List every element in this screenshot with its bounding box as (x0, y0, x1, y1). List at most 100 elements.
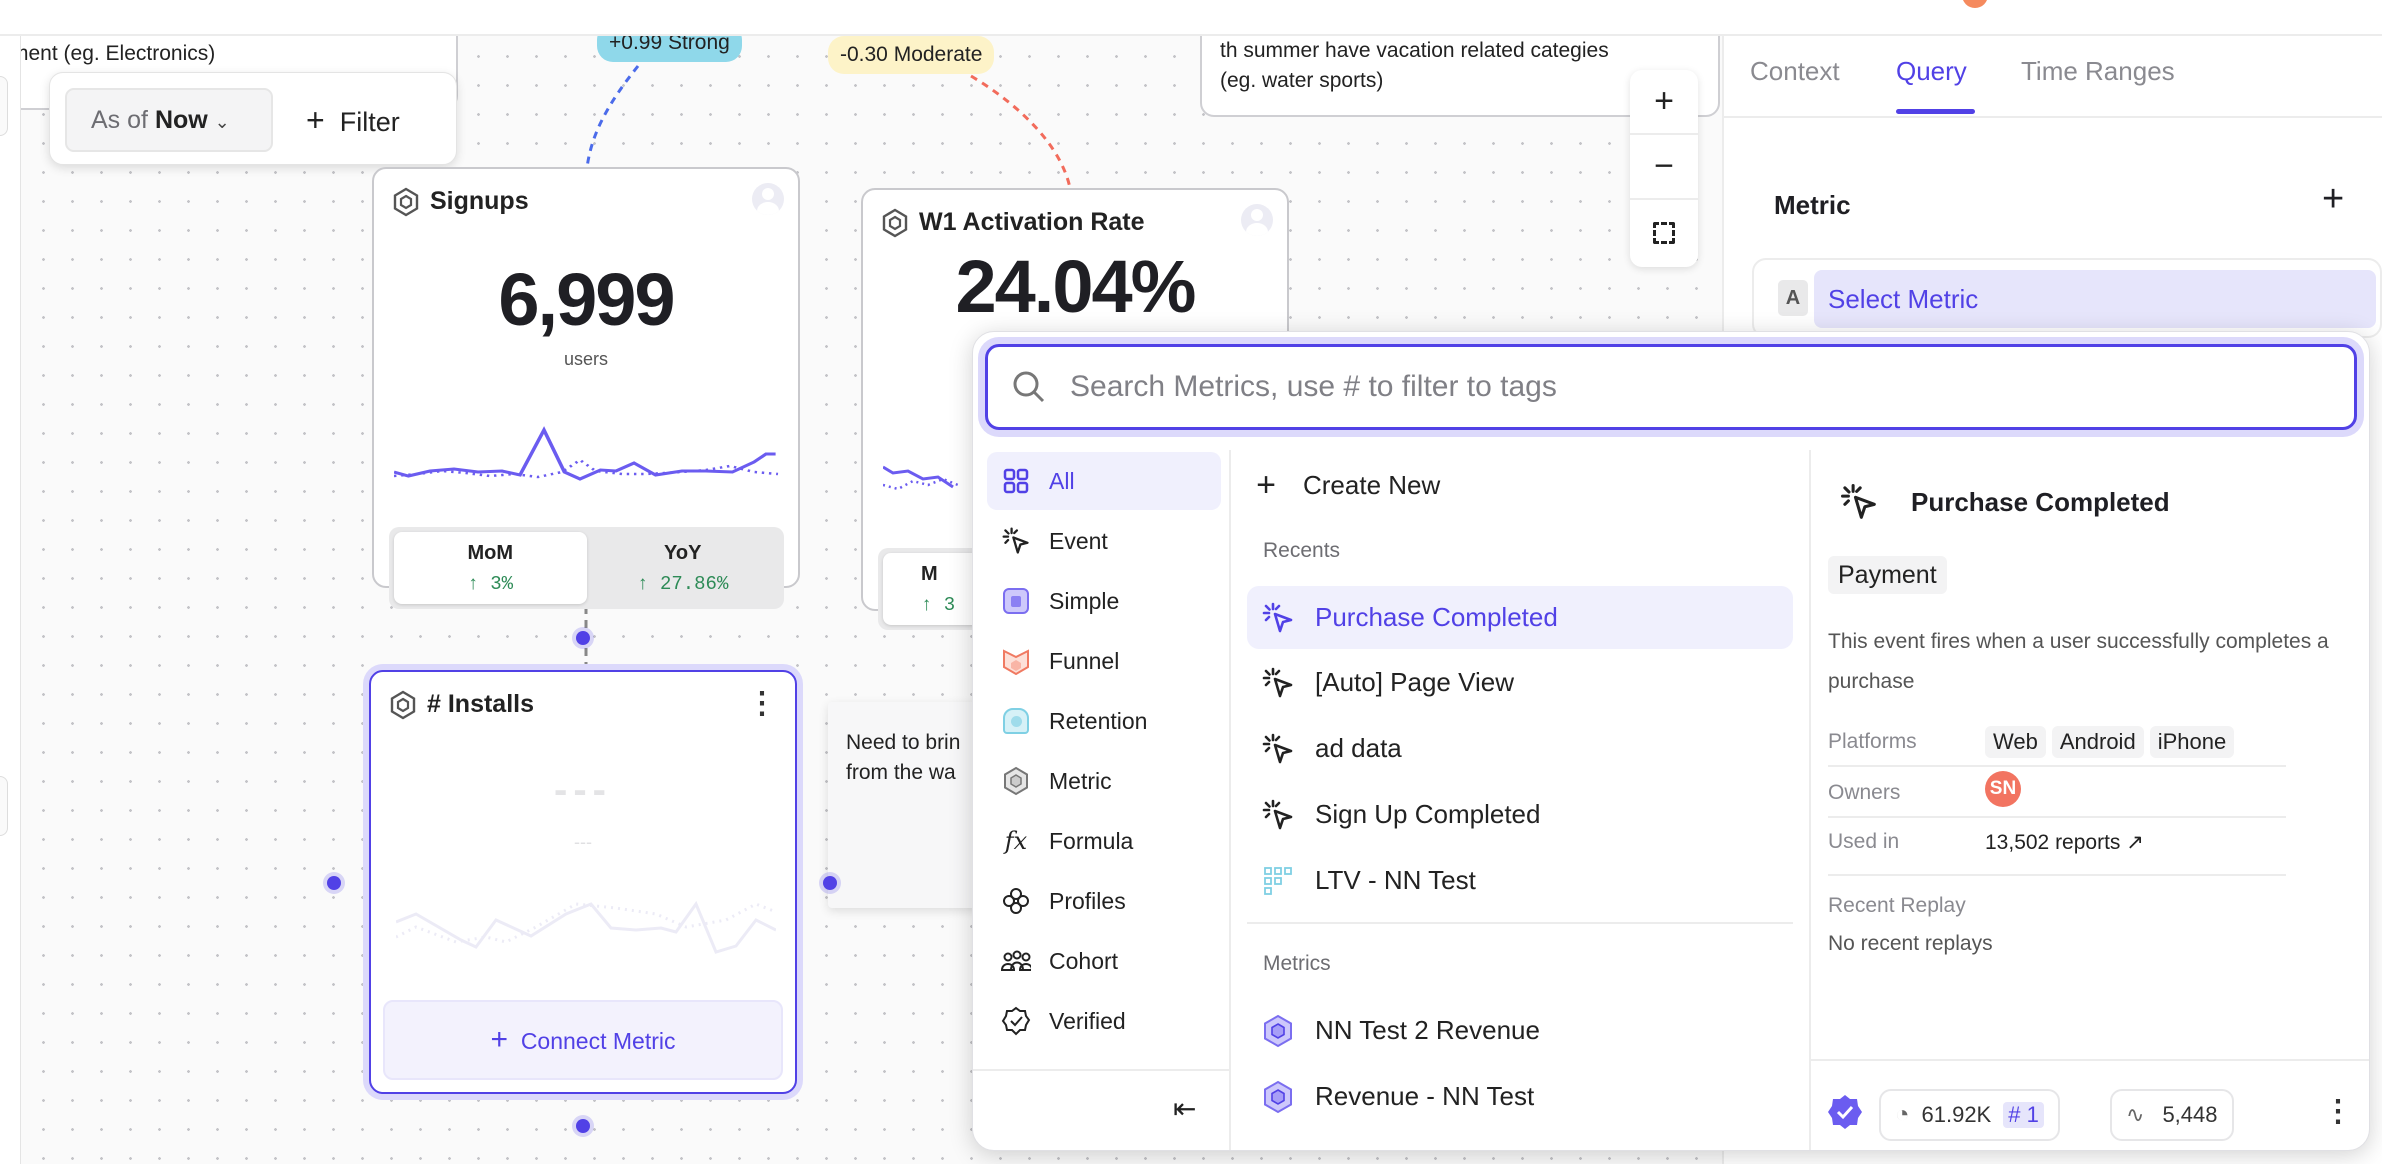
add-filter-button[interactable]: + Filter (306, 88, 400, 152)
divider (973, 1069, 1229, 1071)
metric-value: 24.04% (955, 245, 1197, 328)
metric-hexagon-icon (392, 187, 420, 217)
platforms-label: Platforms (1828, 730, 1917, 753)
category-funnel[interactable]: Funnel (987, 632, 1221, 690)
yoy-option[interactable]: YoY ↑ 27.86% (587, 532, 780, 604)
metric-row: A Select Metric (1752, 258, 2382, 338)
volume-value: 61.92K (1921, 1102, 1992, 1127)
item-label: Purchase Completed (1315, 602, 1558, 632)
note-text: from the wa (846, 761, 956, 784)
more-options-icon[interactable]: ⋮ (747, 687, 777, 720)
tab-time-ranges[interactable]: Time Ranges (2021, 56, 2175, 86)
category-label: Verified (1049, 1007, 1126, 1034)
tab-context[interactable]: Context (1750, 56, 1840, 86)
recent-item[interactable]: Purchase Completed (1247, 586, 1793, 649)
search-box (985, 344, 2357, 430)
category-profiles[interactable]: Profiles (987, 872, 1221, 930)
toolbar-widget[interactable] (0, 76, 8, 136)
metric-item[interactable]: NN Test 2 Revenue (1247, 999, 1793, 1062)
mom-value: ↑ 3% (467, 573, 514, 595)
correlation-badge-strong[interactable]: +0.99 Strong (597, 36, 742, 62)
category-all[interactable]: All (987, 452, 1221, 510)
category-cohort[interactable]: Cohort (987, 932, 1221, 990)
funnel-icon (1001, 646, 1031, 676)
queries-chip[interactable]: ∿ 5,448 (2110, 1089, 2234, 1141)
metric-value: 6,999 (498, 258, 675, 341)
top-bar (0, 0, 2382, 36)
card-title: W1 Activation Rate (919, 208, 1145, 236)
more-options-icon[interactable]: ⋮ (2323, 1095, 2353, 1128)
activity-pulse-icon: ∿ (2126, 1102, 2145, 1127)
yoy-value: ↑ 27.86% (637, 573, 729, 595)
connection-handle-bottom[interactable] (576, 1119, 590, 1133)
category-event[interactable]: Event (987, 512, 1221, 570)
correlation-badge-moderate[interactable]: -0.30 Moderate (828, 36, 995, 74)
recent-item[interactable]: LTV - NN Test (1247, 849, 1793, 912)
verified-badge-icon (1827, 1094, 1863, 1135)
divider (1828, 816, 2286, 818)
fit-view-button[interactable] (1630, 200, 1698, 265)
grid-icon (1001, 466, 1031, 496)
sparkline (883, 465, 959, 491)
recent-item[interactable]: ad data (1247, 717, 1793, 780)
zoom-out-button[interactable]: − (1630, 135, 1698, 200)
owner-avatar[interactable] (752, 183, 784, 215)
create-new-button[interactable]: + Create New (1235, 454, 1781, 517)
item-label: NN Test 2 Revenue (1315, 1015, 1540, 1045)
volume-chip[interactable]: ◔ 61.92K # 1 (1879, 1089, 2060, 1141)
connection-handle-left[interactable] (327, 876, 341, 890)
search-metrics-input[interactable] (1070, 370, 2270, 404)
verified-badge-icon (1001, 1006, 1031, 1036)
event-cursor-icon (1261, 601, 1295, 635)
connect-metric-button[interactable]: + Connect Metric (383, 1000, 783, 1080)
owner-avatar[interactable]: SN (1985, 771, 2021, 807)
zoom-in-button[interactable]: + (1630, 70, 1698, 135)
category-simple[interactable]: Simple (987, 572, 1221, 630)
user-avatar[interactable] (1962, 0, 1988, 8)
category-label: Event (1049, 527, 1108, 554)
category-label: All (1049, 467, 1075, 494)
category-retention[interactable]: Retention (987, 692, 1221, 750)
recent-item[interactable]: [Auto] Page View (1247, 651, 1793, 714)
zoom-controls: + − (1630, 70, 1698, 267)
sparkline-placeholder (396, 900, 776, 954)
toolbar-widget[interactable] (0, 776, 8, 836)
category-verified[interactable]: Verified (987, 992, 1221, 1050)
owner-avatar[interactable] (1241, 204, 1273, 236)
category-metric[interactable]: Metric (987, 752, 1221, 810)
add-metric-icon[interactable]: + (2322, 178, 2345, 220)
mom-label: M (921, 563, 938, 585)
category-formula[interactable]: fx Formula (987, 812, 1221, 870)
metric-hexagon-icon (1261, 1080, 1295, 1114)
connection-handle-top[interactable] (576, 631, 590, 645)
item-label: Sign Up Completed (1315, 799, 1541, 829)
collapse-sidebar-icon[interactable]: ⇤ (1173, 1093, 1197, 1124)
event-cursor-icon (1001, 526, 1031, 556)
detail-title: Purchase Completed (1911, 487, 2170, 517)
sparkline (394, 426, 779, 481)
connection-handle-right[interactable] (823, 876, 837, 890)
metric-letter-badge: A (1778, 280, 1808, 316)
metric-hexagon-icon (881, 208, 909, 238)
owners-label: Owners (1828, 781, 1901, 804)
metric-card-signups[interactable]: Signups 6,999 users MoM ↑ 3% YoY ↑ 27.86% (372, 167, 800, 609)
detail-tag[interactable]: Payment (1828, 556, 1947, 594)
mom-option[interactable]: MoM ↑ 3% (394, 532, 587, 604)
platform-tag: Web (1985, 726, 2046, 758)
retention-icon (1001, 706, 1031, 736)
comparison-toggle: MoM ↑ 3% YoY ↑ 27.86% (389, 527, 784, 609)
simple-metric-icon (1001, 586, 1031, 616)
as-of-value: Now (154, 106, 208, 134)
metric-card-installs[interactable]: # Installs ⋮ --- --- + Connect Metric (369, 670, 797, 1094)
event-cursor-icon (1261, 732, 1295, 766)
note-text: ment (eg. Electronics) (21, 42, 216, 65)
used-in-reports-link[interactable]: 13,502 reports ↗ (1985, 831, 2144, 854)
recent-item[interactable]: Sign Up Completed (1247, 783, 1793, 846)
plus-icon: + (490, 1023, 509, 1056)
tab-query[interactable]: Query (1896, 56, 1967, 86)
metric-item[interactable]: Revenue - NN Test (1247, 1065, 1793, 1128)
formula-fx-icon: fx (1004, 827, 1028, 855)
dot-grid-icon (1261, 864, 1295, 898)
as-of-dropdown[interactable]: As of Now ⌄ (65, 88, 273, 152)
select-metric-button[interactable]: Select Metric (1814, 270, 2376, 328)
